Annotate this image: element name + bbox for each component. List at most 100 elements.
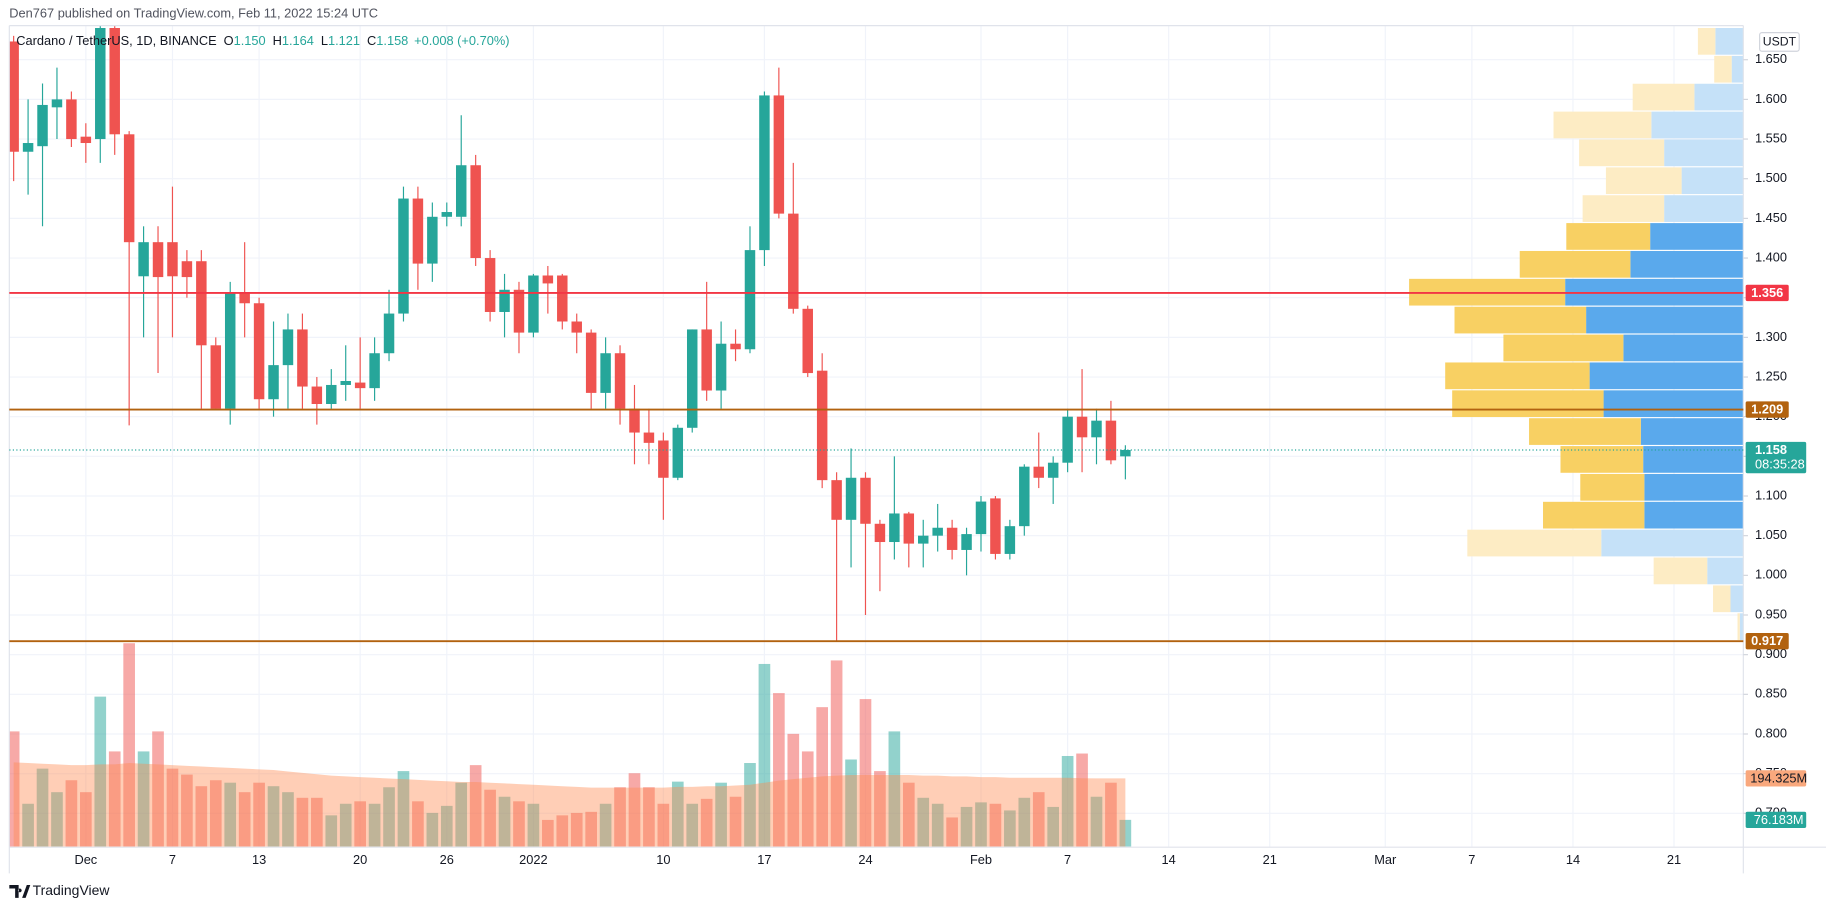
volume-bar <box>36 768 49 847</box>
candle-body <box>181 261 193 278</box>
candle-body <box>845 477 857 520</box>
volume-bar <box>845 759 857 847</box>
volume-bar <box>729 796 742 847</box>
volume-ma-label: 194.325M <box>1750 770 1807 785</box>
candle-body <box>889 513 900 543</box>
level-label-bg <box>1745 284 1789 302</box>
candle-body <box>167 242 178 277</box>
volume-bar <box>412 801 424 847</box>
candle-body <box>1076 416 1088 438</box>
candle-body <box>268 365 279 400</box>
candle-body <box>831 480 842 520</box>
y-tick-label: 0.900 <box>1755 646 1787 661</box>
candle-body <box>903 513 915 544</box>
candle-body <box>672 427 684 478</box>
volume-bar <box>224 782 237 847</box>
profile-up <box>1640 418 1744 445</box>
legend-item: 1.121 <box>328 33 360 48</box>
candle-body <box>513 289 525 333</box>
candle-body <box>1004 526 1016 554</box>
profile-down <box>1605 167 1682 195</box>
candle-body <box>918 535 929 544</box>
volume-bar <box>671 781 684 847</box>
profile-down <box>1454 306 1587 334</box>
candle-body <box>412 198 424 264</box>
candle-body <box>311 386 323 404</box>
brand-logo <box>9 885 31 898</box>
profile-down <box>1653 557 1708 585</box>
candle-body <box>816 370 828 481</box>
x-tick-label: 17 <box>757 852 771 867</box>
candle-body <box>932 527 943 536</box>
candle-body <box>22 143 34 152</box>
volume-bar <box>686 803 699 847</box>
profile-up <box>1644 501 1744 529</box>
candle-body <box>282 329 294 366</box>
y-tick-label: 1.100 <box>1755 487 1787 502</box>
volume-bar <box>469 765 482 847</box>
candle-body <box>629 408 640 433</box>
brand: TradingView <box>33 882 111 898</box>
candle-body <box>528 275 539 333</box>
candle-body <box>1091 420 1102 438</box>
volume-ma-area <box>13 762 1126 847</box>
volume-bar <box>181 774 193 847</box>
profile-down <box>1452 390 1604 418</box>
volume-bar <box>657 803 670 847</box>
candle-body <box>802 308 813 374</box>
profile-up <box>1664 195 1744 222</box>
candle-body <box>946 527 958 550</box>
legend-item: C <box>367 33 376 48</box>
volume-bar <box>238 792 251 847</box>
candle-body <box>210 345 222 409</box>
volume-bar <box>440 805 453 847</box>
candle-body <box>51 99 63 108</box>
legend-item: 1.150 <box>234 33 266 48</box>
volume-bar <box>787 733 800 847</box>
legend-item: O <box>224 33 234 48</box>
profile-down <box>1713 585 1731 613</box>
volume-label-bg <box>1745 811 1807 829</box>
publisher: Den767 published on TradingView.com, Feb… <box>9 5 378 20</box>
profile-up <box>1630 250 1744 278</box>
profile-down <box>1697 27 1716 55</box>
x-tick-label: 7 <box>1064 852 1071 867</box>
profile-up <box>1707 557 1744 585</box>
candle-body <box>874 523 886 543</box>
legend-item: Cardano / TetherUS, 1D, BINANCE <box>16 33 216 48</box>
y-tick-label: 1.500 <box>1755 170 1787 185</box>
volume-bar <box>599 803 612 847</box>
profile-up <box>1731 55 1744 83</box>
candle-body <box>730 343 741 350</box>
candle-body <box>759 95 770 251</box>
x-tick-label: Feb <box>970 852 992 867</box>
y-tick-label: 1.550 <box>1755 130 1787 145</box>
candle-body <box>484 258 496 312</box>
candle-body <box>340 380 351 385</box>
volume-bar <box>296 797 309 847</box>
volume-bar <box>94 696 107 847</box>
volume-ma-label-bg <box>1745 770 1807 787</box>
volume-bar <box>527 803 540 847</box>
candle-body <box>239 292 250 304</box>
profile-up <box>1664 139 1744 167</box>
volume-bar <box>325 815 338 847</box>
profile-down <box>1543 501 1645 529</box>
candle-body <box>571 321 582 333</box>
volume-bar <box>960 806 973 847</box>
volume-bar <box>267 786 280 847</box>
candle-body <box>224 292 236 409</box>
candle-body <box>109 27 120 135</box>
profile-down <box>1737 613 1740 641</box>
profile-up <box>1681 167 1744 195</box>
volume-bar <box>253 782 265 847</box>
level-label: 0.917 <box>1751 633 1783 648</box>
x-tick-label: 14 <box>1566 852 1580 867</box>
volume-bar <box>1018 797 1031 847</box>
profile-down <box>1529 418 1641 445</box>
x-tick-label: 24 <box>858 852 872 867</box>
candle-body <box>1120 450 1131 457</box>
x-tick-label: 13 <box>252 852 266 867</box>
candle-body <box>369 353 380 389</box>
level-label-bg <box>1745 633 1789 650</box>
